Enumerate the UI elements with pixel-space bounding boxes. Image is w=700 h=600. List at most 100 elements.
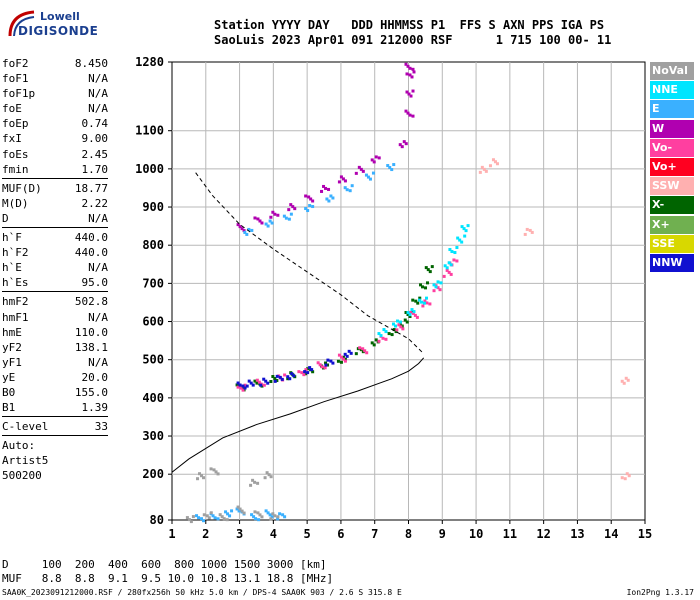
echo-point-w [402, 140, 406, 144]
param-name: foE [2, 102, 22, 116]
param-value: 440.0 [74, 246, 108, 260]
echo-point-x [424, 286, 428, 290]
echo-point-nne [453, 251, 457, 255]
echo-point-w [309, 197, 313, 201]
echo-point-w [405, 72, 409, 76]
echo-point-w [324, 186, 328, 190]
echo-point-nnw [326, 358, 330, 362]
echo-point-nne [447, 261, 451, 265]
param-row-md: M(D) 2.22 [2, 196, 108, 211]
echo-point-vo [341, 357, 345, 361]
echo-point-w [410, 75, 414, 79]
echo-point-vo [415, 315, 419, 319]
footer-version: Ion2Png 1.3.17 [626, 588, 694, 597]
echo-point-nnw [290, 372, 294, 376]
echo-point-w [409, 94, 413, 98]
echo-point-w [377, 156, 381, 160]
echo-point-e [228, 514, 232, 518]
echo-point-nne [466, 224, 470, 228]
echo-point-x [275, 379, 279, 383]
echo-point-x [404, 310, 408, 314]
echo-point-vo [408, 310, 412, 314]
echo-point-noval [271, 512, 275, 516]
echo-point-vo [236, 385, 240, 389]
echo-point-vo [241, 388, 245, 392]
echo-point-noval [202, 476, 206, 480]
echo-point-nne [423, 301, 427, 305]
echo-point-nne [408, 313, 412, 317]
echo-point-w [320, 189, 324, 193]
echo-point-noval [202, 513, 206, 517]
y-tick-label: 80 [150, 513, 164, 527]
echo-point-x [390, 333, 394, 337]
echo-point-w [242, 229, 246, 233]
param-name: yF2 [2, 340, 22, 354]
echo-point-w [307, 195, 311, 199]
echo-point-w [400, 145, 404, 149]
y-tick-label: 1280 [135, 55, 164, 69]
echo-point-x [304, 372, 308, 376]
echo-point-ssw [482, 167, 486, 171]
echo-point-noval [236, 505, 240, 509]
echo-point-noval [189, 520, 193, 524]
echo-point-vo [300, 371, 304, 375]
echo-point-nne [412, 310, 416, 314]
echo-point-e [329, 194, 333, 198]
echo-point-nne [432, 283, 436, 287]
echo-point-nnw [236, 381, 240, 385]
echo-point-e [264, 509, 268, 513]
y-tick-label: 200 [142, 467, 164, 481]
y-tick-label: 800 [142, 238, 164, 252]
echo-point-w [359, 167, 363, 171]
echo-point-vo [283, 373, 287, 377]
echo-point-noval [263, 476, 267, 480]
echo-point-e [270, 221, 274, 225]
echo-point-nnw [329, 359, 333, 363]
param-name: fmin [2, 162, 29, 176]
legend-item-w: W [650, 119, 694, 138]
echo-point-nnw [288, 377, 292, 381]
param-row-d: D N/A [2, 211, 108, 226]
echo-point-nnw [345, 354, 349, 358]
param-value: 440.0 [74, 231, 108, 245]
param-value: N/A [88, 72, 108, 86]
echo-point-nne [445, 266, 449, 270]
echo-point-nne [460, 240, 464, 244]
echo-point-x [269, 380, 273, 384]
echo-point-e [266, 511, 270, 515]
echo-point-w [411, 89, 415, 93]
echo-point-noval [256, 511, 260, 515]
footer-info: SAA0K_2023091212000.RSF / 280fx256h 50 k… [2, 588, 402, 597]
echo-point-w [258, 219, 262, 223]
param-separator [2, 435, 108, 437]
echo-point-nne [456, 236, 460, 240]
param-name: h`F2 [2, 246, 29, 260]
echo-point-ssw [484, 169, 488, 173]
param-value: 110.0 [74, 325, 108, 339]
param-row-hes: h`Es 95.0 [2, 275, 108, 290]
echo-point-ssw [495, 162, 499, 166]
echo-point-e [325, 197, 329, 201]
electron-density-profile-curve [171, 357, 425, 473]
param-value: 2.45 [81, 147, 109, 161]
param-row-fmin: fmin 1.70 [2, 162, 108, 177]
echo-point-e [306, 209, 310, 213]
echo-point-vo [395, 328, 399, 332]
auto-scaling-text: Auto: [2, 439, 36, 453]
echo-point-nnw [324, 363, 328, 367]
echo-point-x [370, 341, 374, 345]
echo-point-w [372, 160, 376, 164]
x-tick-label: 4 [270, 527, 277, 541]
echo-point-x [392, 328, 396, 332]
legend-item-nnw: NNW [650, 253, 694, 272]
echo-point-w [374, 155, 378, 159]
echo-point-e [254, 517, 258, 521]
echo-point-vo [452, 258, 456, 262]
muf-table: D 100 200 400 600 800 1000 1500 3000 [km… [2, 558, 333, 586]
echo-point-w [289, 203, 293, 207]
echo-point-vo [399, 325, 403, 329]
echo-point-vo [243, 383, 247, 387]
echo-point-w [337, 180, 341, 184]
y-tick-label: 400 [142, 391, 164, 405]
echo-point-vo [304, 368, 308, 372]
